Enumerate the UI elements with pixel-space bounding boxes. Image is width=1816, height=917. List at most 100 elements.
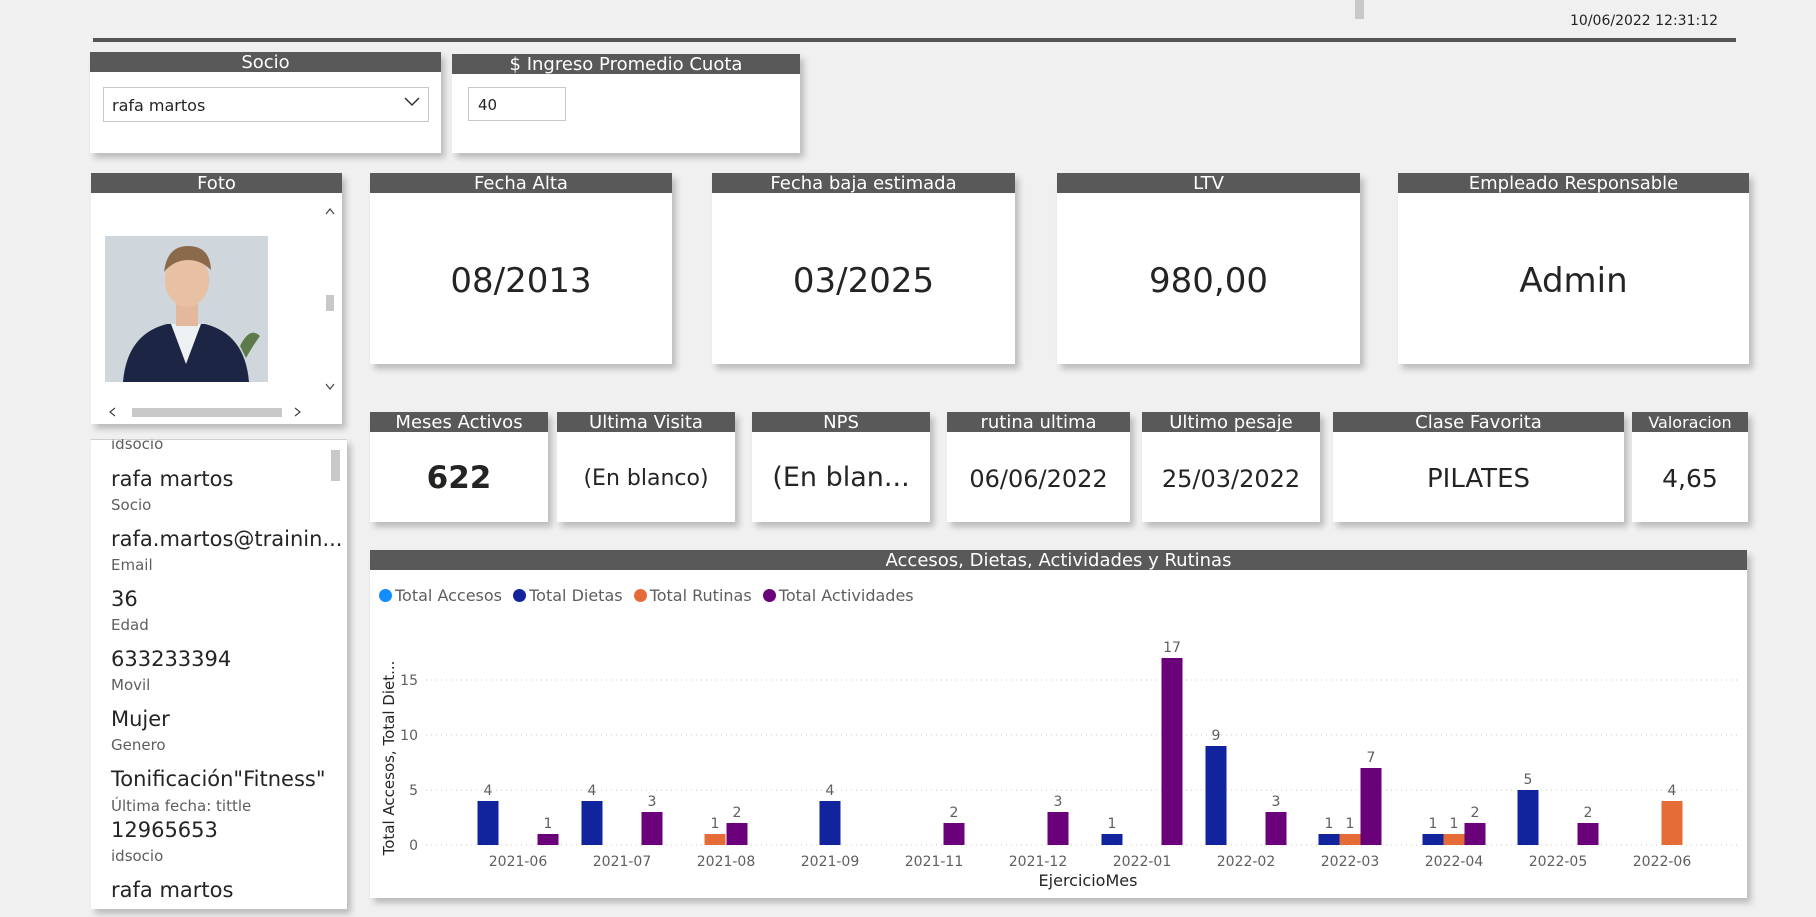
kpi-header: Ultimo pesaje	[1142, 412, 1320, 432]
detail-value: Tonificación"Fitness"	[111, 767, 326, 791]
member-details-list: idsocio rafa martos Socio rafa.martos@tr…	[91, 439, 347, 909]
legend-item-accesos[interactable]: Total Accesos	[379, 586, 502, 605]
kpi-clase-favorita: Clase Favorita PILATES	[1333, 412, 1624, 522]
legend-label: Total Rutinas	[649, 586, 752, 605]
kpi-header: Empleado Responsable	[1398, 173, 1749, 193]
detail-label: Edad	[111, 616, 149, 634]
kpi-rutina-ultima: rutina ultima 06/06/2022	[947, 412, 1130, 522]
data-label: 1	[544, 816, 553, 832]
socio-dropdown[interactable]: rafa martos	[103, 87, 429, 122]
detail-value: 12965653	[111, 818, 218, 842]
bar-total-actividades	[1577, 823, 1599, 845]
data-label: 4	[1668, 783, 1677, 799]
kpi-header: LTV	[1057, 173, 1360, 193]
kpi-value: 03/2025	[792, 261, 935, 301]
bar-total-actividades	[537, 834, 559, 845]
member-photo	[105, 236, 268, 382]
legend-swatch	[633, 589, 647, 602]
detail-label: Email	[111, 556, 153, 574]
data-label: 3	[1272, 794, 1281, 810]
detail-value: rafa martos	[111, 467, 234, 491]
data-label: 17	[1163, 640, 1181, 656]
x-tick-label: 2022-03	[1321, 854, 1380, 870]
kpi-ultimo-pesaje: Ultimo pesaje 25/03/2022	[1142, 412, 1320, 522]
data-label: 1	[1108, 816, 1117, 832]
bar-total-actividades	[1047, 812, 1069, 845]
data-label: 2	[1471, 805, 1480, 821]
legend-swatch	[762, 589, 776, 602]
detail-label: idsocio	[111, 439, 164, 453]
data-label: 2	[1584, 805, 1593, 821]
bar-total-actividades	[1265, 812, 1287, 845]
data-label: 1	[1450, 816, 1459, 832]
kpi-header: rutina ultima	[947, 412, 1130, 432]
page-scroll-handle[interactable]	[1355, 0, 1364, 19]
kpi-value: 622	[426, 460, 492, 496]
x-tick-label: 2021-09	[801, 854, 860, 870]
legend-item-actividades[interactable]: Total Actividades	[762, 586, 914, 605]
detail-value: 633233394	[111, 647, 232, 671]
x-tick-label: 2021-08	[697, 854, 756, 870]
bar-total-rutinas	[1443, 834, 1465, 845]
kpi-value: PILATES	[1426, 464, 1530, 494]
x-tick-label: 2021-11	[905, 854, 964, 870]
x-tick-label: 2022-01	[1113, 854, 1172, 870]
socio-slicer: Socio rafa martos	[90, 52, 441, 153]
kpi-value: 4,65	[1662, 464, 1718, 493]
kpi-value: 25/03/2022	[1161, 465, 1301, 493]
data-label: 1	[1429, 816, 1438, 832]
bar-total-dietas	[819, 801, 841, 845]
detail-label: Socio	[111, 496, 152, 514]
detail-value: rafa martos	[111, 878, 234, 902]
legend-swatch	[513, 589, 527, 602]
x-tick-label: 2022-04	[1425, 854, 1484, 870]
chart-card: Accesos, Dietas, Actividades y Rutinas T…	[370, 550, 1747, 898]
bar-total-dietas	[1205, 746, 1227, 845]
data-label: 2	[733, 805, 742, 821]
legend-item-dietas[interactable]: Total Dietas	[513, 586, 623, 605]
data-label: 1	[1325, 816, 1334, 832]
kpi-fecha-baja: Fecha baja estimada 03/2025	[712, 173, 1015, 364]
details-top-border	[91, 439, 347, 440]
kpi-value: 980,00	[1149, 261, 1268, 301]
x-tick-label: 2022-06	[1633, 854, 1692, 870]
bar-total-dietas	[477, 801, 499, 845]
x-tick-label: 2022-02	[1217, 854, 1276, 870]
y-tick-label: 5	[409, 783, 418, 799]
bar-total-dietas	[1318, 834, 1340, 845]
data-label: 4	[484, 783, 493, 799]
kpi-value: 08/2013	[450, 261, 592, 301]
kpi-ltv: LTV 980,00	[1057, 173, 1360, 364]
bar-total-dietas	[581, 801, 603, 845]
foto-horizontal-scrollbar[interactable]	[105, 404, 305, 418]
data-label: 4	[826, 783, 835, 799]
foto-vertical-scrollbar[interactable]	[324, 200, 336, 390]
kpi-ultima-visita: Ultima Visita (En blanco)	[557, 412, 735, 522]
bar-total-rutinas	[1661, 801, 1683, 845]
x-tick-label: 2022-05	[1529, 854, 1588, 870]
refresh-timestamp: 10/06/2022 12:31:12	[1570, 13, 1719, 29]
legend-label: Total Dietas	[529, 586, 623, 605]
y-tick-label: 10	[400, 728, 418, 744]
kpi-meses-activos: Meses Activos 622	[370, 412, 548, 522]
header-divider	[93, 38, 1736, 42]
chevron-down-icon[interactable]	[404, 97, 420, 107]
details-scrollbar-thumb[interactable]	[331, 450, 340, 481]
data-label: 3	[648, 794, 657, 810]
x-axis-label: EjercicioMes	[1039, 871, 1138, 890]
kpi-header: NPS	[752, 412, 930, 432]
detail-value: rafa.martos@trainin...	[111, 527, 343, 551]
y-tick-label: 15	[400, 673, 418, 689]
bar-total-rutinas	[704, 834, 726, 845]
kpi-header: Meses Activos	[370, 412, 548, 432]
bar-total-actividades	[1464, 823, 1486, 845]
ingreso-input[interactable]: 40	[468, 87, 566, 121]
data-label: 2	[950, 805, 959, 821]
kpi-header: Clase Favorita	[1333, 412, 1624, 432]
foto-header: Foto	[91, 173, 342, 193]
legend-label: Total Actividades	[778, 586, 914, 605]
kpi-header: Fecha baja estimada	[712, 173, 1015, 193]
y-axis-label: Total Accesos, Total Diet...	[380, 661, 398, 857]
bar-total-rutinas	[1339, 834, 1361, 845]
legend-item-rutinas[interactable]: Total Rutinas	[633, 586, 752, 605]
